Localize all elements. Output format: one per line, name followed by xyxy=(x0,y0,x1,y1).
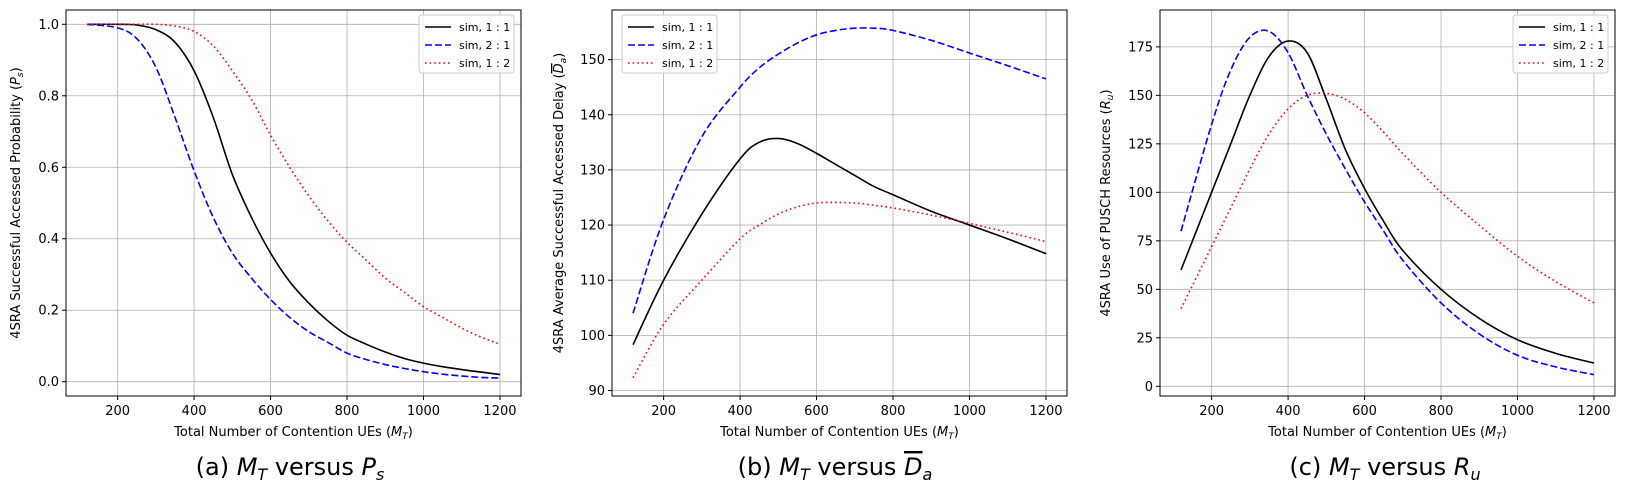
y-tick-label: 50 xyxy=(1136,283,1153,298)
x-tick-label: 1200 xyxy=(1577,404,1610,419)
y-tick-label: 0.4 xyxy=(38,232,59,247)
x-tick-label: 400 xyxy=(182,404,207,419)
x-tick-label: 1000 xyxy=(1501,404,1534,419)
x-tick-label: 800 xyxy=(335,404,360,419)
x-tick-label: 400 xyxy=(1276,404,1301,419)
y-tick-label: 0.6 xyxy=(38,161,59,176)
x-tick-label: 200 xyxy=(1199,404,1224,419)
y-tick-label: 130 xyxy=(580,163,605,178)
legend-label-1: sim, 1 : 1 xyxy=(1553,21,1604,34)
plot-frame xyxy=(611,9,1068,397)
y-tick-label: 0.0 xyxy=(38,375,59,390)
y-tick-label: 0.2 xyxy=(38,304,59,319)
legend-label-3: sim, 1 : 2 xyxy=(459,57,510,70)
chart-panel-3: 200 400 600 800 1000 1200 0 25 50 75 100 125 150 175 s… xyxy=(1099,9,1616,484)
legend: sim, 1 : 1 sim, 2 : 1 sim, 1 : 2 xyxy=(418,14,515,74)
plot-frame xyxy=(65,9,522,397)
x-tick-label: 800 xyxy=(1429,404,1454,419)
x-tick-label: 600 xyxy=(258,404,283,419)
legend: sim, 1 : 1 sim, 2 : 1 sim, 1 : 2 xyxy=(621,14,718,74)
y-axis-label: 4SRA Successful Accessed Probability (Ps… xyxy=(9,67,26,338)
series-line-1 xyxy=(87,23,501,376)
x-axis-label: Total Number of Contention UEs (MT) xyxy=(1267,425,1507,442)
series-line-2 xyxy=(632,27,1047,314)
legend-label-1: sim, 1 : 1 xyxy=(662,21,713,34)
series-line-1 xyxy=(632,137,1047,346)
y-tick-label: 150 xyxy=(1128,89,1153,104)
y-tick-label: 175 xyxy=(1128,40,1153,55)
chart-caption: (c) MT versus Ru xyxy=(1289,453,1480,484)
x-tick-label: 1000 xyxy=(953,404,986,419)
y-tick-label: 100 xyxy=(1128,186,1153,201)
legend-label-2: sim, 2 : 1 xyxy=(459,39,510,52)
series-line-1 xyxy=(1180,40,1595,364)
y-tick-label: 125 xyxy=(1128,137,1153,152)
x-tick-label: 1000 xyxy=(407,404,440,419)
series-line-3 xyxy=(632,201,1047,379)
y-tick-label: 75 xyxy=(1136,234,1153,249)
y-tick-label: 140 xyxy=(580,108,605,123)
legend-box xyxy=(621,14,718,74)
series-line-3 xyxy=(87,23,501,345)
x-tick-label: 600 xyxy=(804,404,829,419)
legend-label-1: sim, 1 : 1 xyxy=(459,21,510,34)
legend-label-2: sim, 2 : 1 xyxy=(662,39,713,52)
chart-panel-1: 200 400 600 800 1000 1200 0.0 0.2 0.4 0.6 0.8 1.0 si… xyxy=(9,9,522,484)
y-tick-label: 100 xyxy=(580,329,605,344)
x-tick-label: 600 xyxy=(1352,404,1377,419)
y-tick-label: 90 xyxy=(588,384,605,399)
x-tick-label: 400 xyxy=(728,404,753,419)
chart-panel-2: 200 400 600 800 1000 1200 90 100 110 120 130 140 150… xyxy=(552,9,1068,484)
series-line-2 xyxy=(86,23,501,379)
y-tick-label: 110 xyxy=(580,274,605,289)
x-tick-label: 200 xyxy=(651,404,676,419)
legend-label-3: sim, 1 : 2 xyxy=(1553,57,1604,70)
x-axis-label: Total Number of Contention UEs (MT) xyxy=(719,425,959,442)
y-tick-label: 1.0 xyxy=(38,18,59,33)
legend-box xyxy=(1512,14,1609,74)
x-tick-label: 800 xyxy=(881,404,906,419)
x-axis-label: Total Number of Contention UEs (MT) xyxy=(173,425,413,442)
y-tick-label: 150 xyxy=(580,53,605,68)
x-tick-label: 1200 xyxy=(1029,404,1062,419)
legend: sim, 1 : 1 sim, 2 : 1 sim, 1 : 2 xyxy=(1512,14,1609,74)
chart-caption: (a) MT versus Ps xyxy=(196,453,385,484)
x-tick-label: 200 xyxy=(105,404,130,419)
x-tick-label: 1200 xyxy=(483,404,516,419)
legend-label-2: sim, 2 : 1 xyxy=(1553,39,1604,52)
y-tick-label: 0.8 xyxy=(38,89,59,104)
y-axis-label: 4SRA Use of PUSCH Resources (Ru) xyxy=(1099,89,1116,316)
legend-box xyxy=(418,14,515,74)
y-tick-label: 25 xyxy=(1136,331,1153,346)
y-tick-label: 120 xyxy=(580,219,605,234)
y-axis-label: 4SRA Average Successful Accessed Delay (… xyxy=(552,53,569,353)
chart-caption: (b) MT versus Da xyxy=(738,453,933,484)
series-line-2 xyxy=(1180,29,1595,376)
y-tick-label: 0 xyxy=(1145,380,1153,395)
plot-frame xyxy=(1159,9,1616,397)
series-line-3 xyxy=(1180,92,1595,310)
legend-label-3: sim, 1 : 2 xyxy=(662,57,713,70)
